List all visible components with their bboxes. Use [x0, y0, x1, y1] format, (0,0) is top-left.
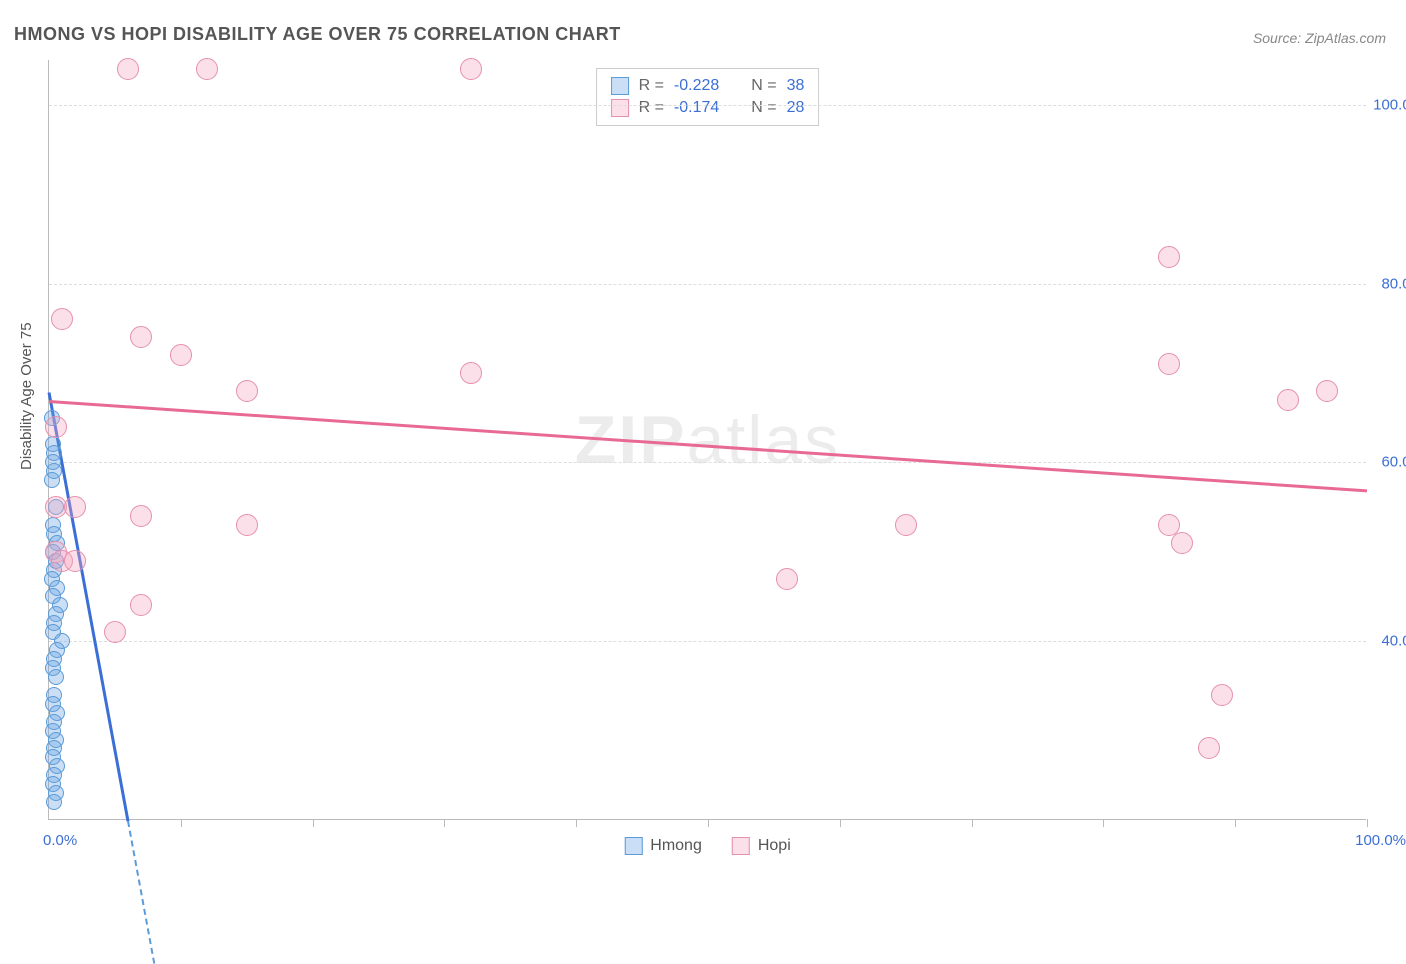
gridline	[49, 284, 1366, 285]
stats-row: R = -0.174 N = 28	[611, 97, 805, 119]
stat-N-value: 38	[787, 77, 805, 95]
data-point	[44, 472, 60, 488]
data-point	[1198, 737, 1220, 759]
x-tick	[840, 819, 841, 827]
stat-N-label: N =	[751, 77, 776, 95]
data-point	[64, 496, 86, 518]
x-tick	[1235, 819, 1236, 827]
x-tick	[313, 819, 314, 827]
stat-R-value: -0.228	[674, 77, 719, 95]
y-axis-label: Disability Age Over 75	[18, 322, 35, 470]
stats-legend-box: R = -0.228 N = 38 R = -0.174 N = 28	[596, 68, 820, 126]
y-tick-label: 80.0%	[1381, 275, 1406, 292]
data-point	[130, 326, 152, 348]
data-point	[130, 594, 152, 616]
x-tick	[576, 819, 577, 827]
legend-item: Hmong	[624, 837, 702, 855]
data-point	[51, 308, 73, 330]
data-point	[48, 669, 64, 685]
data-point	[776, 568, 798, 590]
data-point	[104, 621, 126, 643]
data-point	[64, 550, 86, 572]
chart-title: HMONG VS HOPI DISABILITY AGE OVER 75 COR…	[14, 24, 621, 45]
data-point	[1316, 380, 1338, 402]
y-tick-label: 60.0%	[1381, 454, 1406, 471]
x-tick	[972, 819, 973, 827]
plot-area: ZIPatlas R =-0.228N =38R =-0.174N =28 Hm…	[48, 60, 1366, 820]
data-point	[45, 496, 67, 518]
regression-line	[49, 400, 1367, 492]
x-end-label: 100.0%	[1355, 832, 1406, 849]
data-point	[170, 344, 192, 366]
source-label: Source: ZipAtlas.com	[1253, 30, 1386, 46]
x-tick	[708, 819, 709, 827]
y-tick-label: 100.0%	[1373, 96, 1406, 113]
data-point	[130, 505, 152, 527]
data-point	[1277, 389, 1299, 411]
x-tick	[1103, 819, 1104, 827]
stat-N-label: N =	[751, 99, 776, 117]
data-point	[1211, 684, 1233, 706]
gridline	[49, 641, 1366, 642]
data-point	[236, 514, 258, 536]
data-point	[236, 380, 258, 402]
legend-swatch	[611, 99, 629, 117]
legend-item: Hopi	[732, 837, 791, 855]
gridline	[49, 105, 1366, 106]
x-tick	[181, 819, 182, 827]
data-point	[460, 58, 482, 80]
legend-swatch	[732, 837, 750, 855]
data-point	[46, 794, 62, 810]
series-legend: Hmong Hopi	[624, 837, 790, 855]
watermark-atlas: atlas	[687, 402, 841, 478]
stat-N-value: 28	[787, 99, 805, 117]
data-point	[196, 58, 218, 80]
x-tick	[1367, 819, 1368, 827]
legend-label: Hmong	[650, 837, 702, 855]
data-point	[45, 416, 67, 438]
regression-dashed	[127, 821, 155, 964]
legend-label: Hopi	[758, 837, 791, 855]
stats-row: R = -0.228 N = 38	[611, 75, 805, 97]
legend-swatch	[624, 837, 642, 855]
data-point	[460, 362, 482, 384]
legend-swatch	[611, 77, 629, 95]
stat-R-label: R =	[639, 77, 664, 95]
data-point	[1171, 532, 1193, 554]
data-point	[895, 514, 917, 536]
gridline	[49, 462, 1366, 463]
y-tick-label: 40.0%	[1381, 633, 1406, 650]
data-point	[117, 58, 139, 80]
data-point	[1158, 353, 1180, 375]
x-tick	[444, 819, 445, 827]
x-start-label: 0.0%	[43, 832, 77, 849]
stat-R-label: R =	[639, 99, 664, 117]
data-point	[1158, 246, 1180, 268]
stat-R-value: -0.174	[674, 99, 719, 117]
